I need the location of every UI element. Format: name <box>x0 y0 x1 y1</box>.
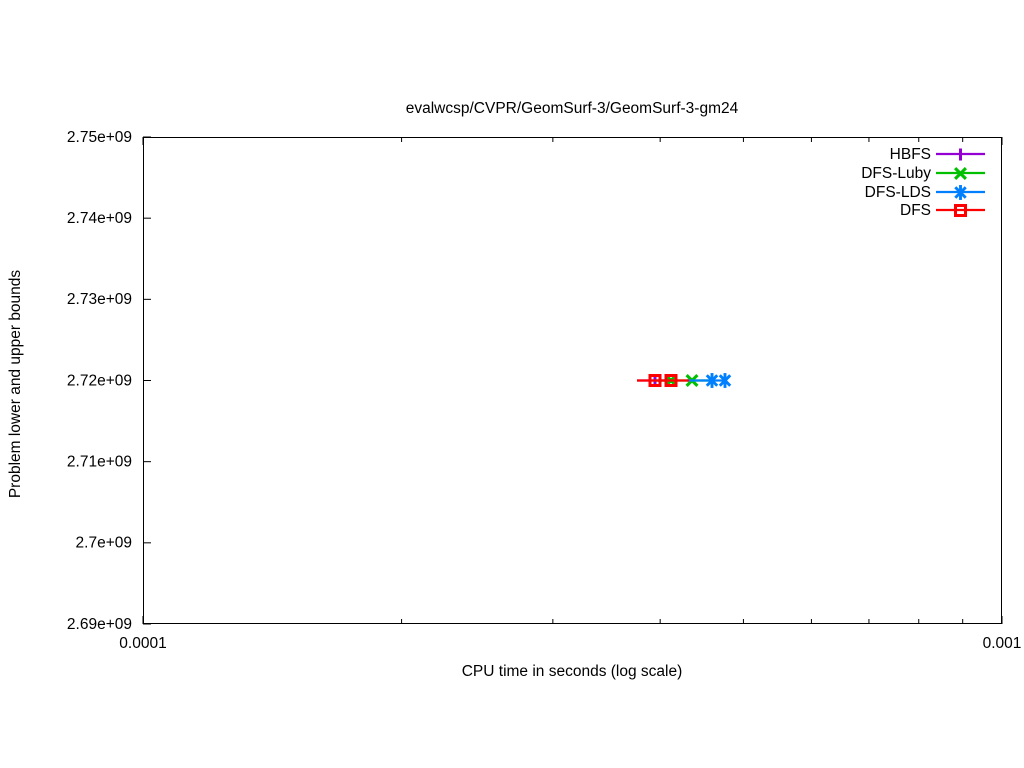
svg-text:HBFS: HBFS <box>890 146 931 163</box>
svg-text:2.72e+09: 2.72e+09 <box>67 373 132 390</box>
svg-text:2.7e+09: 2.7e+09 <box>76 535 132 552</box>
svg-text:DFS: DFS <box>900 202 931 219</box>
svg-text:DFS-Luby: DFS-Luby <box>861 165 931 182</box>
svg-text:2.71e+09: 2.71e+09 <box>67 454 132 471</box>
svg-text:Problem lower and upper bounds: Problem lower and upper bounds <box>7 270 24 499</box>
svg-text:2.74e+09: 2.74e+09 <box>67 210 132 227</box>
svg-text:2.69e+09: 2.69e+09 <box>67 616 132 633</box>
svg-text:0.0001: 0.0001 <box>119 635 166 652</box>
svg-text:0.001: 0.001 <box>983 635 1022 652</box>
svg-text:CPU time in seconds (log scale: CPU time in seconds (log scale) <box>462 663 683 680</box>
svg-text:evalwcsp/CVPR/GeomSurf-3/GeomS: evalwcsp/CVPR/GeomSurf-3/GeomSurf-3-gm24 <box>406 100 739 117</box>
svg-text:2.75e+09: 2.75e+09 <box>67 129 132 146</box>
svg-text:DFS-LDS: DFS-LDS <box>865 184 931 201</box>
svg-text:2.73e+09: 2.73e+09 <box>67 291 132 308</box>
